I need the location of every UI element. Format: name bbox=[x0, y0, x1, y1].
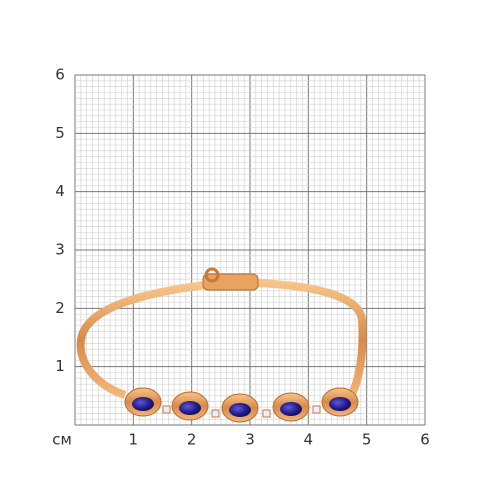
unit-label: см bbox=[52, 431, 72, 449]
y-label: 2 bbox=[55, 299, 65, 317]
measurement-grid bbox=[74, 74, 426, 426]
y-label: 4 bbox=[55, 182, 65, 200]
ruler-labels: см 1 2 3 4 5 6 1 2 3 4 5 6 bbox=[52, 66, 430, 449]
y-label: 6 bbox=[55, 66, 65, 84]
x-label: 5 bbox=[362, 431, 372, 449]
bracelet bbox=[76, 267, 367, 423]
x-label: 3 bbox=[245, 431, 255, 449]
x-label: 4 bbox=[304, 431, 314, 449]
clasp-ring bbox=[204, 267, 220, 283]
chain-right bbox=[254, 279, 367, 400]
x-label: 1 bbox=[129, 431, 139, 449]
y-label: 5 bbox=[55, 124, 65, 142]
y-label: 1 bbox=[55, 357, 65, 375]
x-label: 2 bbox=[187, 431, 197, 449]
chain-left bbox=[76, 281, 206, 399]
stone-row bbox=[124, 387, 359, 423]
y-label: 3 bbox=[55, 241, 65, 259]
x-label: 6 bbox=[420, 431, 430, 449]
